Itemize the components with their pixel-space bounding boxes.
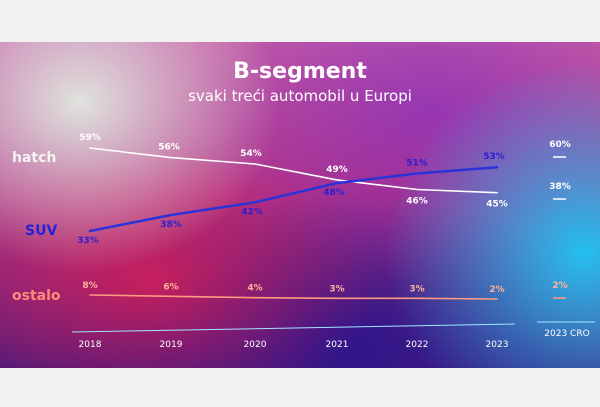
cro-label-ostalo: 2% xyxy=(552,281,567,291)
data-label-ostalo: 3% xyxy=(329,284,344,294)
x-tick-label: 2023 xyxy=(486,340,509,350)
data-label-suv: 48% xyxy=(323,188,345,198)
cro-label-suv: 38% xyxy=(549,182,571,192)
x-tick-label: 2019 xyxy=(160,340,183,350)
data-label-ostalo: 6% xyxy=(163,282,178,292)
series-label-suv: SUV xyxy=(25,223,58,239)
data-label-ostalo: 2% xyxy=(489,285,504,295)
x-tick-label: 2020 xyxy=(244,340,267,350)
x-axis-line xyxy=(71,323,516,333)
line-chart: 2018 2019 2020 2021 2022 2023 2023 CRO 59% 56% 54… xyxy=(71,133,595,350)
series-line-ostalo xyxy=(89,294,498,300)
data-label-suv: 38% xyxy=(160,220,182,230)
series-label-ostalo: ostalo xyxy=(12,288,61,304)
data-label-suv: 42% xyxy=(241,207,263,217)
series-label-hatch: hatch xyxy=(12,150,57,166)
slide: B-segment svaki treći automobil u Europi… xyxy=(0,42,600,368)
cro-label-hatch: 60% xyxy=(549,140,571,150)
data-label-suv: 33% xyxy=(77,236,99,246)
chart-title: B-segment xyxy=(233,59,367,84)
data-label-hatch: 54% xyxy=(240,149,262,159)
x-tick-label: 2021 xyxy=(326,340,349,350)
data-label-ostalo: 3% xyxy=(409,284,424,294)
series-line-suv xyxy=(88,165,499,233)
series-line-hatch xyxy=(89,147,498,194)
data-label-hatch: 49% xyxy=(326,165,348,175)
data-label-suv: 53% xyxy=(483,152,505,162)
data-label-hatch: 59% xyxy=(79,133,101,143)
x-tick-label: 2018 xyxy=(79,340,102,350)
data-label-hatch: 56% xyxy=(158,143,180,153)
x-tick-label: 2022 xyxy=(406,340,429,350)
data-label-ostalo: 4% xyxy=(247,284,262,294)
data-label-ostalo: 8% xyxy=(82,281,97,291)
data-label-hatch: 45% xyxy=(486,200,508,210)
data-label-suv: 51% xyxy=(406,159,428,169)
chart-subtitle: svaki treći automobil u Europi xyxy=(188,87,412,105)
x-tick-label-cro: 2023 CRO xyxy=(544,329,589,339)
data-label-hatch: 46% xyxy=(406,197,428,207)
